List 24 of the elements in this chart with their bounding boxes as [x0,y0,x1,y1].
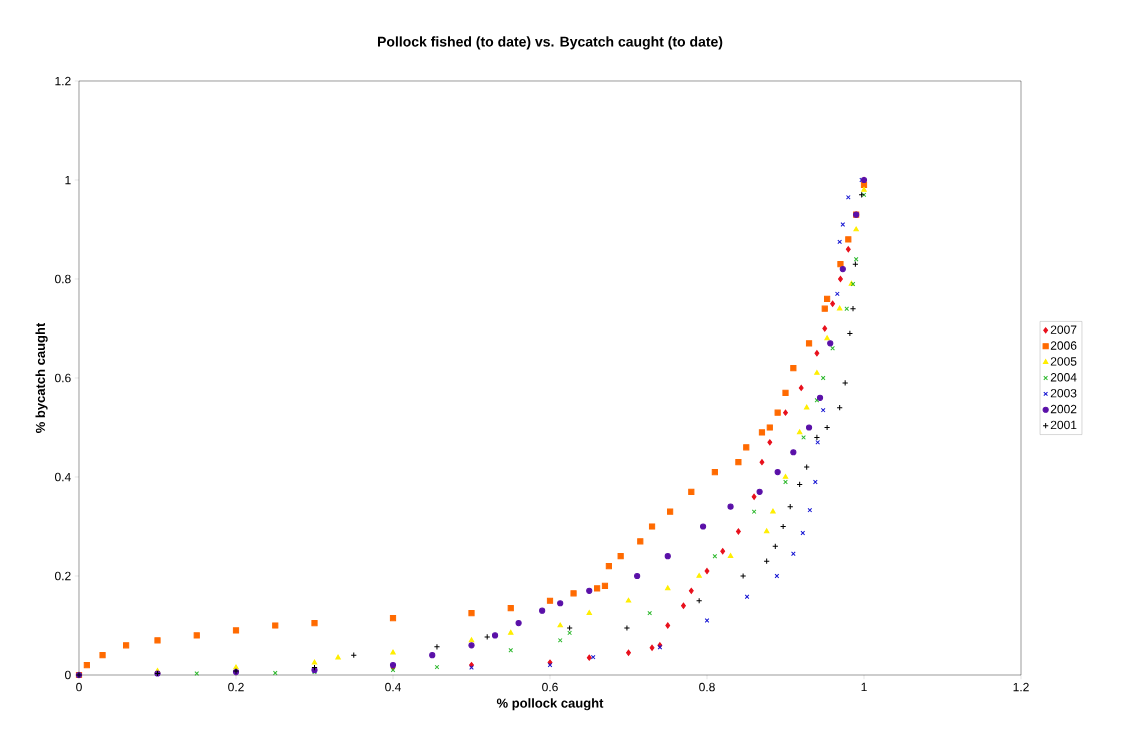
x-tick-label: 0.8 [699,682,715,692]
x-tick-label: 0.4 [385,682,401,692]
x-tick-label: 0.2 [228,682,244,692]
y-tick-label: 0.4 [54,472,71,482]
legend-label: 2003 [1050,388,1077,398]
x-tick-label: 0.6 [542,682,558,692]
legend-label: 2007 [1050,325,1077,334]
y-tick-label: 1.2 [55,76,71,86]
legend-label: 2006 [1050,341,1077,350]
y-tick-label: 1 [65,175,71,185]
y-tick-label: 0.8 [54,274,71,284]
x-axis-title: % pollock caught [496,698,604,711]
chart-title: Pollock fished (to date) vs. Bycatch caught (to date) [377,36,723,50]
y-tick-label: 0.2 [54,571,71,581]
y-tick-label: 0 [65,670,71,680]
y-tick-label: 0.6 [54,373,71,383]
legend-label: 2002 [1050,404,1077,414]
legend-label: 2001 [1050,420,1077,430]
legend-label: 2005 [1050,357,1077,366]
x-tick-label: 1 [861,682,867,692]
legend-label: 2004 [1050,373,1077,382]
x-tick-label: 0 [76,682,82,692]
x-tick-label: 1.2 [1013,682,1029,692]
y-axis-title: % bycatch caught [35,322,48,433]
